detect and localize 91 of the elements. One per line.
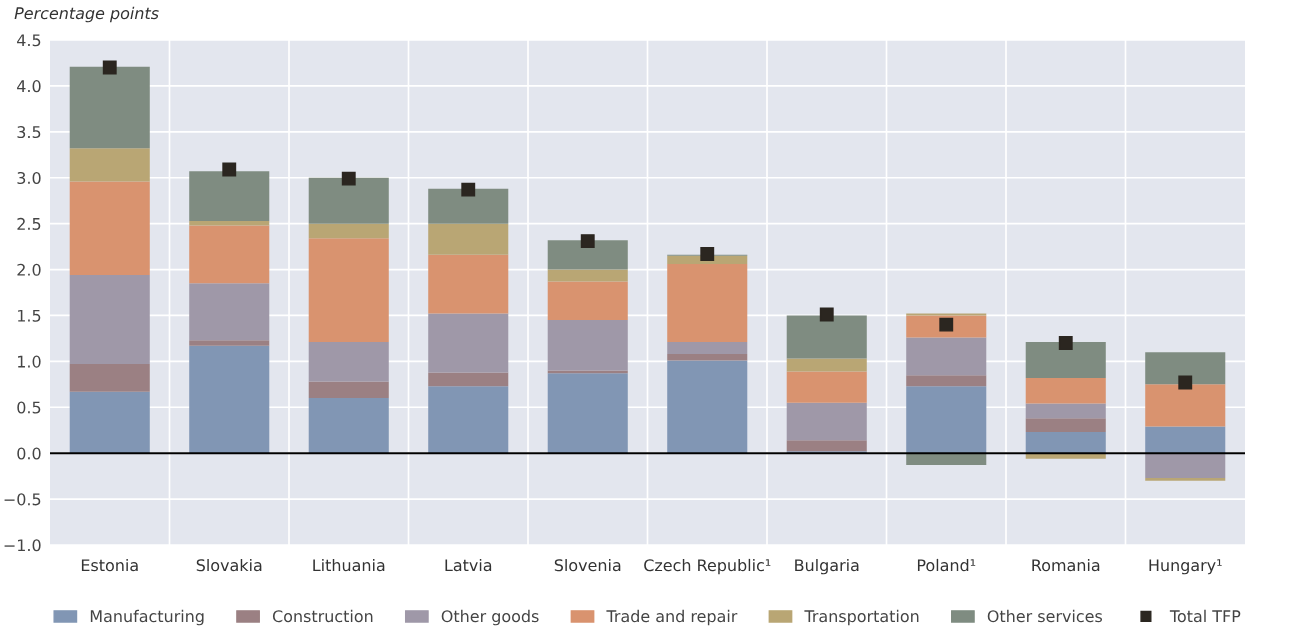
x-tick-label: Czech Republic¹ [644,558,771,575]
point [1178,375,1193,390]
bar [1025,418,1106,433]
bar [786,440,867,452]
bar [428,313,509,373]
x-tick-label: Lithuania [313,558,385,572]
bar [189,283,270,341]
bar [1145,477,1226,481]
bar [786,402,867,441]
bar [667,354,748,361]
bar [906,337,987,376]
bar [308,177,389,224]
y-tick-label: 2.5 [17,217,41,230]
bar [69,181,150,276]
y-tick-label: 3.0 [17,171,41,185]
x-tick-label: Bulgaria [795,558,859,575]
bar [1025,432,1106,454]
bar [428,223,509,255]
legend-label: Trade and repair [606,609,738,626]
y-tick-label: −1.0 [4,539,41,552]
bar [1145,426,1226,454]
y-tick-label: 1.5 [18,309,41,322]
bar [547,269,628,282]
bar [1145,352,1226,385]
y-tick-label: 4.5 [17,34,41,47]
bar [308,381,389,399]
bar [1025,342,1106,378]
bar [1025,403,1106,419]
bar [189,345,270,454]
bar [547,281,628,321]
bar [69,364,150,392]
point [700,246,715,261]
bar [428,254,509,314]
bar [906,375,987,387]
legend-label: Other services [987,609,1103,623]
point [222,162,237,177]
point [461,182,476,197]
point [102,60,117,75]
bar [667,360,748,454]
bar [786,315,867,359]
legend-label: Transportation [804,609,919,626]
bar [547,373,628,454]
bar [786,371,867,403]
bar [1145,454,1226,478]
bar [69,275,150,365]
y-tick-label: −0.5 [4,493,41,506]
x-tick-label: Poland¹ [917,558,976,572]
legend-label: Construction [272,609,373,623]
bar [69,148,150,182]
bar [906,453,987,466]
bar [1025,377,1106,404]
y-tick-label: 4.0 [17,80,41,93]
bar [308,398,389,454]
x-tick-label: Slovenia [554,558,621,572]
x-tick-label: Slovakia [196,558,262,572]
point [819,307,834,322]
bar [69,66,150,149]
y-tick-label: 3.5 [17,126,41,139]
legend-label: Manufacturing [90,609,204,626]
bar [547,240,628,270]
bar [189,171,270,221]
bar [667,264,748,343]
legend-label: Other goods [441,609,539,626]
x-tick-label: Estonia [81,558,138,572]
bar [189,225,270,284]
bar [308,223,389,239]
bar [428,372,509,387]
legend-label: Total TFP [1169,609,1241,623]
bar [428,386,509,454]
x-tick-label: Latvia [445,558,492,572]
bar [906,386,987,454]
y-tick-label: 0.5 [17,401,41,414]
y-tick-label: 1.0 [18,355,41,368]
y-tick-label: 2.0 [17,263,41,276]
bar [786,358,867,372]
bar [428,188,509,224]
point [939,317,954,332]
bar [1145,384,1226,427]
point [341,171,356,186]
point [1058,336,1073,350]
x-tick-label: Romania [1032,558,1100,572]
x-tick-label: Hungary¹ [1149,559,1222,575]
bar [69,391,150,454]
bar [547,320,628,371]
bar [308,342,389,382]
bar [308,238,389,343]
bar [667,342,748,355]
point [580,234,595,249]
y-axis-title: Percentage points [14,6,159,23]
y-tick-label: 0.0 [17,447,41,460]
bar [189,340,270,346]
